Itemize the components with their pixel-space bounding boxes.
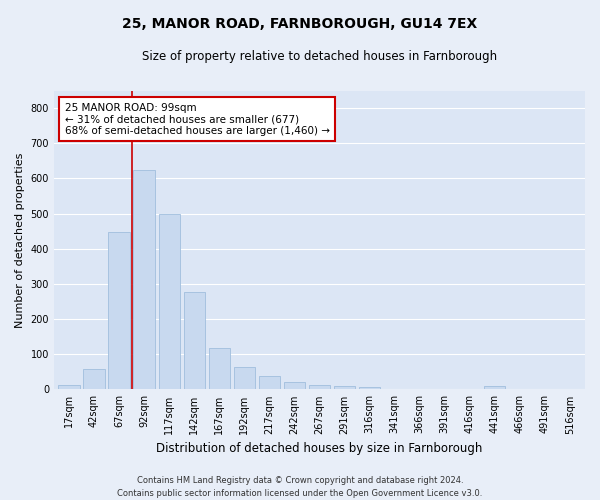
Bar (334, 386, 355, 390)
Bar (309, 385, 330, 390)
Bar (158, 214, 180, 390)
Bar (284, 382, 305, 390)
X-axis label: Distribution of detached houses by size in Farnborough: Distribution of detached houses by size … (156, 442, 482, 455)
Bar (184, 292, 205, 390)
Title: Size of property relative to detached houses in Farnborough: Size of property relative to detached ho… (142, 50, 497, 63)
Bar (233, 366, 255, 390)
Bar (359, 386, 380, 390)
Text: Contains HM Land Registry data © Crown copyright and database right 2024.
Contai: Contains HM Land Registry data © Crown c… (118, 476, 482, 498)
Bar (58, 385, 80, 390)
Bar (484, 386, 505, 390)
Bar (133, 170, 155, 390)
Bar (259, 376, 280, 390)
Bar (83, 369, 104, 390)
Bar (209, 348, 230, 390)
Bar (109, 232, 130, 390)
Y-axis label: Number of detached properties: Number of detached properties (15, 152, 25, 328)
Text: 25 MANOR ROAD: 99sqm
← 31% of detached houses are smaller (677)
68% of semi-deta: 25 MANOR ROAD: 99sqm ← 31% of detached h… (65, 102, 329, 136)
Text: 25, MANOR ROAD, FARNBOROUGH, GU14 7EX: 25, MANOR ROAD, FARNBOROUGH, GU14 7EX (122, 18, 478, 32)
